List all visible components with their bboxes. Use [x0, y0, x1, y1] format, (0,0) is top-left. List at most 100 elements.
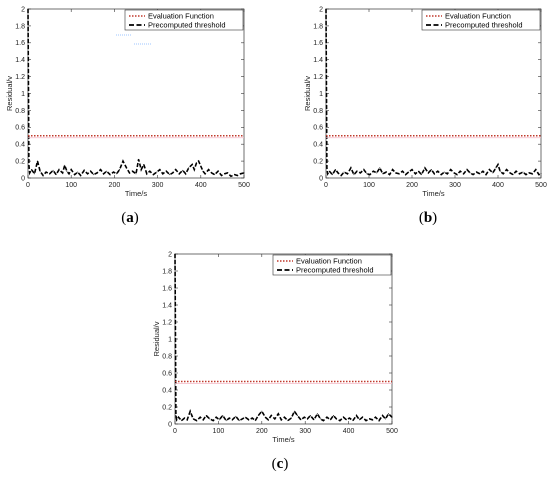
data-point — [368, 418, 370, 420]
data-point — [68, 173, 70, 175]
data-point — [476, 171, 477, 173]
x-axis-label: Time/s — [422, 189, 444, 198]
data-point — [169, 174, 171, 176]
y-tick-label: 1.8 — [162, 268, 172, 275]
data-point — [424, 167, 426, 169]
x-tick-label: 0 — [26, 182, 30, 189]
y-tick-label: 1.2 — [15, 74, 25, 81]
data-point — [296, 415, 298, 416]
y-tick-label: 0.6 — [162, 370, 172, 377]
data-point — [325, 8, 327, 10]
plot-area — [325, 8, 542, 179]
data-point — [274, 418, 276, 420]
series-line-residual — [325, 8, 542, 177]
data-point — [254, 420, 256, 422]
x-tick-label: 500 — [386, 428, 398, 435]
data-point — [66, 170, 68, 172]
data-point — [384, 418, 386, 420]
data-point — [332, 415, 334, 416]
data-point — [437, 170, 439, 172]
data-point — [191, 163, 193, 165]
data-point — [202, 419, 204, 421]
series-line-residual — [27, 8, 245, 178]
data-point — [375, 416, 377, 418]
data-point — [140, 169, 142, 171]
chart-panel-a: 0 0.2 0.4 0.6 0.8 1 1.2 1.4 1.6 1.8 2 0 100 200 300 400… — [5, 6, 250, 226]
data-point — [230, 175, 232, 177]
caption-close-paren: ) — [432, 210, 437, 226]
data-point — [359, 172, 361, 174]
data-point — [280, 419, 282, 421]
data-point — [62, 172, 64, 174]
legend-box — [421, 9, 541, 31]
y-tick-label: 0.2 — [162, 404, 172, 411]
data-point — [70, 169, 72, 171]
data-point — [198, 160, 200, 162]
data-point — [463, 173, 465, 175]
y-tick-label: 1 — [319, 91, 323, 98]
data-point — [45, 171, 47, 173]
data-point — [175, 415, 177, 416]
data-point — [372, 170, 374, 172]
chart-panel-b: 0 0.2 0.4 0.6 0.8 1 1.2 1.4 1.6 1.8 2 0 100 200 300 400… — [303, 6, 547, 226]
panel-caption: (a) — [121, 210, 139, 226]
data-point — [408, 171, 410, 173]
caption-close-paren: ) — [134, 210, 139, 226]
data-point — [152, 174, 154, 176]
legend-label-evaluation: Evaluation Function — [296, 257, 362, 266]
data-point — [488, 169, 490, 171]
x-tick-label: 200 — [109, 182, 121, 189]
data-point — [405, 174, 407, 176]
legend-label-evaluation: Evaluation Function — [445, 12, 511, 21]
data-point — [392, 169, 394, 171]
caption-open-paren: ( — [272, 456, 277, 472]
data-point — [430, 169, 432, 171]
data-point — [528, 172, 530, 174]
data-point — [188, 167, 190, 169]
y-tick-label: 2 — [168, 251, 172, 258]
x-tick-label: 200 — [406, 182, 418, 189]
data-point — [251, 417, 253, 419]
data-point — [165, 170, 167, 172]
x-tick-label: 0 — [324, 182, 328, 189]
legend-box — [124, 9, 244, 31]
data-point — [519, 173, 520, 175]
data-point — [345, 419, 347, 421]
data-point — [440, 174, 442, 176]
data-point — [506, 169, 508, 171]
data-point — [177, 416, 179, 418]
x-axis-label: Time/s — [272, 435, 294, 444]
data-point — [204, 173, 206, 175]
data-point — [335, 418, 337, 420]
data-point — [331, 174, 333, 176]
data-point — [96, 172, 98, 174]
data-point — [28, 164, 30, 166]
data-point — [502, 173, 504, 175]
data-point — [267, 419, 269, 421]
y-tick-label: 0.6 — [15, 125, 25, 132]
data-point — [261, 410, 263, 412]
y-tick-label: 0.4 — [313, 142, 323, 149]
data-point — [535, 169, 537, 171]
caption-letter: c — [277, 456, 284, 472]
data-point — [417, 170, 419, 172]
data-point — [381, 415, 383, 416]
data-point — [358, 419, 360, 421]
data-point — [233, 174, 235, 176]
y-tick-label: 1.8 — [313, 23, 323, 30]
data-point — [334, 169, 336, 171]
data-point — [355, 415, 357, 416]
data-point — [459, 170, 461, 172]
data-point — [385, 171, 387, 173]
data-point — [113, 171, 115, 173]
data-point — [100, 169, 102, 171]
data-point — [313, 419, 315, 421]
data-point — [238, 420, 240, 422]
data-point — [347, 173, 348, 175]
data-point — [353, 174, 355, 176]
data-point — [306, 418, 308, 420]
data-point — [218, 419, 220, 421]
data-point — [469, 172, 471, 174]
data-point — [365, 420, 367, 422]
data-point — [391, 416, 393, 418]
